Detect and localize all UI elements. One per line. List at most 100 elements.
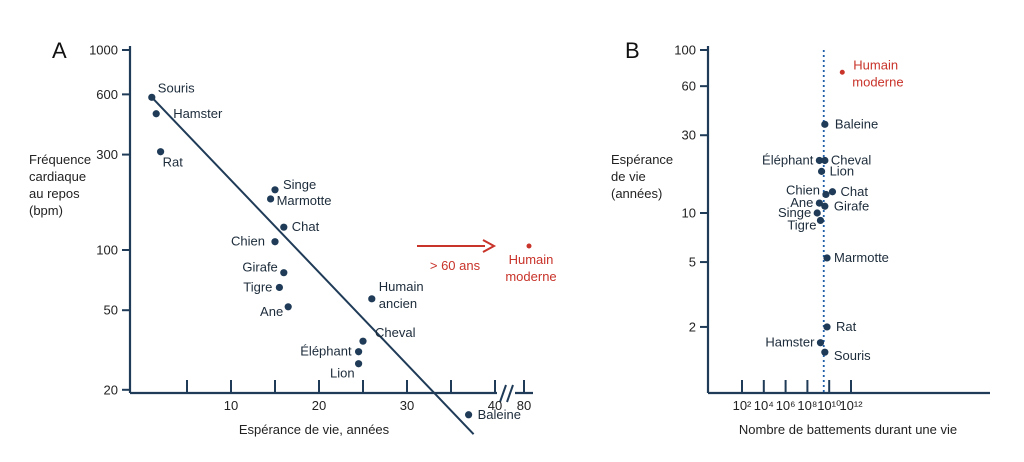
point-humain-ancien	[368, 295, 376, 303]
point-singe	[271, 186, 279, 194]
point-label-ane: Ane	[790, 195, 813, 210]
point-label-rat: Rat	[163, 155, 184, 170]
point-girafe	[280, 269, 288, 277]
point-girafe	[821, 202, 829, 210]
point-label-hamster: Hamster	[173, 106, 223, 121]
point-rat	[823, 323, 831, 331]
x-tick-label-b: 10⁸	[797, 398, 817, 413]
point-ane	[815, 199, 823, 207]
point-cheval	[359, 337, 367, 345]
x-tick-label-b: 10¹²	[839, 398, 863, 413]
point-baleine	[821, 120, 829, 128]
point-label-lion: Lion	[830, 163, 855, 178]
y-tick-label-b: 100	[674, 43, 696, 58]
trend-line-a	[151, 96, 475, 435]
point-chat	[828, 188, 837, 196]
point-label-chat: Chat	[292, 219, 320, 234]
x-tick-label-b: 10⁴	[754, 398, 774, 413]
x-tick-label-a: 30	[400, 398, 414, 413]
point-chien	[271, 238, 279, 246]
point-label-singe: Singe	[778, 205, 811, 220]
point-humain-moderne-a	[526, 243, 532, 249]
axis-break-mark	[499, 384, 507, 403]
y-tick-label-a: 1000	[89, 43, 118, 58]
x-axis-label-b: Nombre de battements durant une vie	[739, 422, 957, 437]
annotation-label: > 60 ans	[430, 258, 481, 273]
point-label-marmotte: Marmotte	[277, 193, 332, 208]
point-label-chien: Chien	[786, 182, 820, 197]
point-label-singe: Singe	[283, 177, 316, 192]
point-label-humain-moderne: moderne	[852, 74, 903, 89]
point-label-humain-ancien: ancien	[379, 296, 417, 311]
point-tigre	[816, 216, 825, 225]
x-tick-label-a: 10	[224, 398, 238, 413]
point-lion	[355, 360, 363, 368]
point-label-cheval: Cheval	[375, 325, 416, 340]
point-hamster	[152, 110, 160, 118]
point-label-baleine: Baleine	[835, 116, 878, 131]
arrow-head	[482, 239, 497, 253]
point-label-baleine: Baleine	[478, 407, 521, 422]
y-axis-label-a-line: (bpm)	[29, 203, 63, 218]
point-label-humain-ancien: Humain	[379, 279, 424, 294]
point-label-humain-moderne-a: Humain	[509, 252, 554, 267]
point-souris	[821, 348, 829, 356]
point-label-rat: Rat	[836, 319, 857, 334]
point-marmotte	[823, 254, 831, 262]
point-chat	[280, 223, 288, 231]
point-label-souris: Souris	[834, 348, 871, 363]
y-tick-label-b: 5	[689, 255, 696, 270]
x-tick-label-b: 10¹⁰	[817, 398, 841, 413]
y-tick-label-a: 600	[96, 87, 118, 102]
point-label-chien: Chien	[231, 234, 265, 249]
point-label-chat: Chat	[840, 184, 868, 199]
point-tigre	[275, 283, 283, 292]
point-marmotte	[267, 195, 275, 203]
point-label-hamster: Hamster	[765, 335, 815, 350]
y-tick-label-a: 300	[96, 147, 118, 162]
point-label-cheval: Cheval	[831, 152, 872, 167]
x-axis-label-a: Espérance de vie, années	[239, 422, 390, 437]
point-label-humain-moderne: Humain	[853, 57, 898, 72]
point-label-girafe: Girafe	[834, 198, 869, 213]
y-axis-label-a-line: Fréquence	[29, 152, 91, 167]
y-tick-label-a: 100	[96, 243, 118, 258]
y-axis-label-b-line: Espérance	[611, 152, 673, 167]
point-elephant	[355, 348, 363, 356]
point-cheval	[821, 156, 829, 165]
x-tick-label-a: 20	[312, 398, 326, 413]
x-tick-label-a: 40	[488, 398, 502, 413]
y-tick-label-b: 10	[682, 206, 696, 221]
point-chien	[822, 190, 830, 199]
point-label-tigre: Tigre	[787, 217, 816, 232]
y-axis-label-a-line: cardiaque	[29, 169, 86, 184]
point-singe	[813, 209, 821, 217]
x-tick-label-b: 10⁶	[776, 398, 796, 413]
point-ane	[284, 303, 292, 311]
x-tick-label-a-break: 80	[517, 398, 531, 413]
point-label-elephant: Éléphant	[300, 344, 352, 359]
point-lion	[817, 167, 826, 175]
point-label-marmotte: Marmotte	[834, 250, 889, 265]
y-tick-label-b: 30	[682, 128, 696, 143]
y-tick-label-a: 50	[104, 303, 118, 318]
axis-break-mark	[506, 384, 514, 403]
y-axis-label-b-line: de vie	[611, 169, 646, 184]
y-axis-label-b-line: (années)	[611, 186, 662, 201]
point-rat	[157, 148, 165, 156]
point-baleine	[465, 411, 473, 419]
y-tick-label-a: 20	[104, 382, 118, 397]
y-tick-label-b: 60	[682, 79, 696, 94]
point-label-humain-moderne-a: moderne	[505, 269, 556, 284]
point-souris	[148, 93, 156, 101]
x-tick-label-b: 10²	[733, 398, 752, 413]
point-hamster	[816, 339, 825, 347]
y-tick-label-b: 2	[689, 319, 696, 334]
point-label-lion: Lion	[330, 366, 355, 381]
point-label-tigre: Tigre	[243, 279, 272, 294]
point-label-ane: Ane	[260, 304, 283, 319]
point-label-elephant: Éléphant	[762, 152, 814, 167]
panel-label-b: B	[625, 38, 640, 63]
point-label-girafe: Girafe	[242, 260, 277, 275]
